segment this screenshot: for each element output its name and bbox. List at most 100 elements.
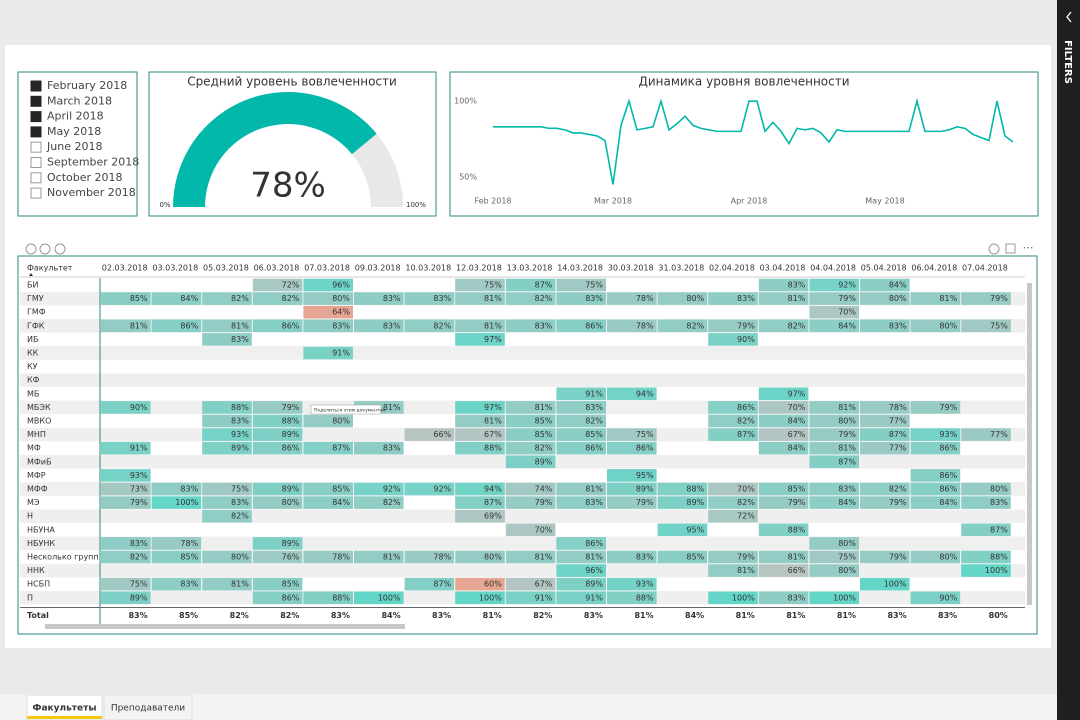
slicer-item[interactable]: September 2018 <box>47 156 139 169</box>
cell-background <box>202 441 252 455</box>
column-header[interactable]: 10.03.2018 <box>405 264 451 273</box>
cell-value: 80% <box>990 485 1008 494</box>
cell-value: 89% <box>535 457 553 466</box>
cell-background <box>354 591 404 605</box>
cell-background <box>151 496 202 509</box>
collapse-icon[interactable] <box>1066 11 1072 23</box>
checkbox[interactable] <box>30 95 42 107</box>
checkbox[interactable] <box>30 141 42 153</box>
column-header[interactable]: 02.04.2018 <box>709 264 755 273</box>
cell-background <box>202 401 252 414</box>
cell-background <box>860 482 910 496</box>
column-header[interactable]: 07.03.2018 <box>304 264 350 273</box>
cell-value: 75% <box>838 553 856 562</box>
cell-value: 81% <box>535 553 553 562</box>
cell-background <box>303 441 353 455</box>
slicer-item[interactable]: April 2018 <box>47 110 104 123</box>
checkbox[interactable] <box>30 172 42 184</box>
checkbox[interactable] <box>30 187 42 199</box>
column-header[interactable]: Факультет <box>27 264 73 273</box>
column-header[interactable]: 09.03.2018 <box>355 264 401 273</box>
checkbox[interactable] <box>30 126 42 138</box>
cell-background <box>860 414 910 428</box>
h-scroll-thumb[interactable] <box>45 624 405 629</box>
cell-value: 83% <box>128 611 147 620</box>
cell-background <box>708 319 758 333</box>
cell-background <box>809 428 859 441</box>
slicer-item[interactable]: October 2018 <box>47 171 123 184</box>
cell-value: 80% <box>838 566 856 575</box>
drill-down[interactable] <box>39 243 51 255</box>
column-header[interactable]: 07.04.2018 <box>962 264 1008 273</box>
column-header[interactable]: 04.04.2018 <box>810 264 856 273</box>
tab-label[interactable]: Факультеты <box>33 704 97 714</box>
cell-value: 75% <box>636 430 654 439</box>
checkbox[interactable] <box>30 80 42 92</box>
column-header[interactable]: 02.03.2018 <box>102 264 148 273</box>
slicer-item[interactable]: March 2018 <box>47 94 112 107</box>
cell-background <box>556 319 606 333</box>
slicer-item[interactable]: May 2018 <box>47 125 101 138</box>
cell-value: 80% <box>332 294 350 303</box>
drill-up[interactable] <box>25 243 37 255</box>
matrix-toolbar: ⋯ <box>25 241 1034 255</box>
column-header[interactable]: 05.03.2018 <box>203 264 249 273</box>
cell-value: 91% <box>585 593 603 602</box>
cell-value: 80% <box>838 539 856 548</box>
checkbox[interactable] <box>30 157 42 168</box>
tab-label[interactable]: Преподаватели <box>111 704 185 714</box>
cell-value: 70% <box>535 525 553 534</box>
column-header[interactable]: 06.04.2018 <box>911 264 957 273</box>
cell-value: 87% <box>535 281 553 290</box>
column-header[interactable]: 31.03.2018 <box>658 264 704 273</box>
cell-background <box>252 292 303 305</box>
slicer-item[interactable]: February 2018 <box>47 79 127 92</box>
column-header[interactable]: 05.04.2018 <box>861 264 907 273</box>
cell-value: 83% <box>887 611 906 620</box>
cell-value: 84% <box>838 321 856 330</box>
slicer-item[interactable]: November 2018 <box>47 186 136 199</box>
v-scroll-thumb[interactable] <box>1027 283 1032 605</box>
cell-background <box>961 428 1011 441</box>
cell-background <box>809 496 859 509</box>
cell-value: 83% <box>231 335 249 344</box>
cell-background <box>505 292 556 305</box>
cell-value: 86% <box>282 593 300 602</box>
focus-mode[interactable] <box>1005 243 1016 254</box>
cell-value: 78% <box>889 403 907 412</box>
slicer-item[interactable]: June 2018 <box>46 140 102 153</box>
more-options[interactable]: ⋯ <box>1023 241 1034 254</box>
expand[interactable] <box>54 243 66 255</box>
cell-value: 81% <box>838 403 856 412</box>
cell-value: 83% <box>584 611 603 620</box>
matrix-box <box>17 255 1038 635</box>
cell-background <box>758 292 809 305</box>
column-header[interactable]: 03.03.2018 <box>152 264 198 273</box>
cell-background <box>252 550 303 564</box>
drill-mode[interactable] <box>988 243 1000 255</box>
cell-value: 79% <box>990 294 1008 303</box>
column-header[interactable]: 12.03.2018 <box>456 264 502 273</box>
filters-pane[interactable] <box>1057 0 1080 720</box>
column-header[interactable]: 14.03.2018 <box>557 264 603 273</box>
cell-value: 88% <box>484 444 502 453</box>
cell-background <box>556 441 606 455</box>
cell-value: 96% <box>332 281 350 290</box>
tab[interactable] <box>103 694 193 720</box>
cell-value: 83% <box>331 611 350 620</box>
cell-background <box>505 550 556 564</box>
cell-value: 88% <box>686 485 704 494</box>
cell-background <box>860 292 910 305</box>
column-header[interactable]: 13.03.2018 <box>507 264 553 273</box>
row-header: Н <box>27 512 33 521</box>
column-header[interactable]: 30.03.2018 <box>608 264 654 273</box>
cell-value: 88% <box>332 593 350 602</box>
cell-background <box>252 537 303 550</box>
column-header[interactable]: 06.03.2018 <box>254 264 300 273</box>
column-header[interactable]: 03.04.2018 <box>760 264 806 273</box>
cell-background <box>657 523 708 537</box>
tab[interactable] <box>26 694 103 720</box>
checkbox[interactable] <box>30 111 42 123</box>
cell-background <box>910 591 961 605</box>
cell-background <box>151 482 202 496</box>
